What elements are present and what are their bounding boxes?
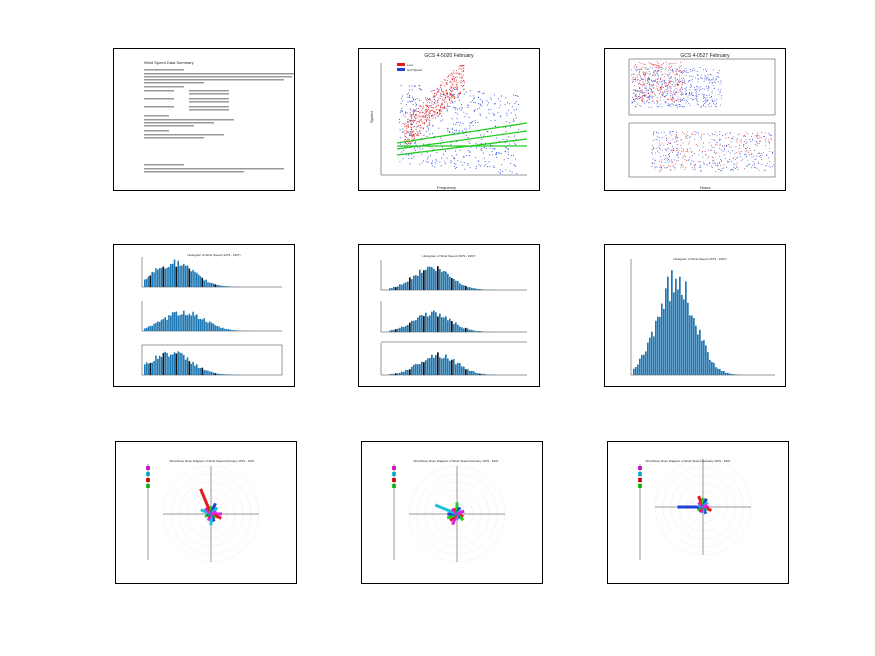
chart-title: GCS 4-5020 February (424, 53, 474, 59)
axes (380, 63, 527, 176)
page-thumbnail-histogram-single[interactable]: Histogram of Wind Speed (1979 - 1997) (604, 244, 786, 387)
page-thumbnail-scatter[interactable]: GCS 4-5020 February Lust Gulf Speed Freq… (358, 48, 540, 191)
scatter-points (399, 65, 519, 174)
timeseries-points (631, 61, 774, 172)
wind-rose-preview: Wind Rose Rose Diagram of Wind Speed Feb… (638, 458, 752, 560)
page-thumbnail-histograms-b[interactable]: Histogram of Wind Speed (1979 - 1997) (358, 244, 540, 387)
histogram-stack-preview: Histogram of Wind Speed (1979 - 1997) (141, 253, 283, 376)
axes (628, 58, 776, 178)
chart-title: GCS 4-0527 February (680, 53, 730, 59)
page-thumbnail-timeseries[interactable]: GCS 4-0527 February Hours (604, 48, 786, 191)
x-axis-label: Hours (700, 185, 711, 190)
histogram-stack-preview: Histogram of Wind Speed (1979 - 1997) (380, 254, 527, 376)
regression-lines (396, 122, 528, 156)
x-axis-label: Frequency (437, 185, 456, 190)
text-summary-preview: Wind Speed Data Summary (144, 60, 294, 173)
scatter-preview: GCS 4-5020 February Lust Gulf Speed Freq… (369, 53, 528, 190)
page-thumbnail-wind-rose-1[interactable]: Wind Rose Rose Diagram of Wind Speed Feb… (115, 441, 297, 584)
timeseries-preview: GCS 4-0527 February Hours (628, 53, 776, 190)
page-thumbnail-histograms-a[interactable]: Histogram of Wind Speed (1979 - 1997) (113, 244, 295, 387)
chart-title: Histogram of Wind Speed (1979 - 1997) (187, 253, 240, 257)
page-thumbnail-wind-rose-3[interactable]: Wind Rose Rose Diagram of Wind Speed Feb… (607, 441, 789, 584)
histogram-preview: Histogram of Wind Speed (1979 - 1997) (630, 257, 775, 376)
legend-label: Gulf Speed (407, 68, 422, 72)
y-axis-label: Speed (369, 111, 374, 123)
legend-label: Lust (407, 63, 413, 67)
chart-title: Wind Rose Rose Diagram of Wind Speed Feb… (414, 459, 499, 463)
chart-title: Wind Rose Rose Diagram of Wind Speed Feb… (646, 459, 731, 463)
page-thumbnail-text-summary[interactable]: Wind Speed Data Summary (113, 48, 295, 191)
wind-rose-preview: Wind Rose Rose Diagram of Wind Speed Feb… (146, 459, 260, 563)
histogram-bars (633, 270, 753, 375)
legend-swatch-red (397, 63, 405, 66)
histogram-bars (389, 266, 509, 375)
chart-title: Histogram of Wind Speed (1979 - 1997) (422, 254, 475, 258)
axes (380, 260, 527, 376)
wind-rose (146, 464, 260, 563)
chart-title: Wind Rose Rose Diagram of Wind Speed Feb… (170, 459, 255, 463)
histogram-bars (144, 259, 274, 375)
chart-title: Histogram of Wind Speed (1979 - 1997) (673, 257, 726, 261)
wind-rose (638, 458, 752, 560)
text-lines (144, 69, 294, 173)
page-title: Wind Speed Data Summary (144, 60, 194, 65)
wind-rose (392, 464, 506, 563)
page-thumbnail-wind-rose-2[interactable]: Wind Rose Rose Diagram of Wind Speed Feb… (361, 441, 543, 584)
wind-rose-preview: Wind Rose Rose Diagram of Wind Speed Feb… (392, 459, 506, 563)
legend-swatch-blue (397, 68, 405, 71)
